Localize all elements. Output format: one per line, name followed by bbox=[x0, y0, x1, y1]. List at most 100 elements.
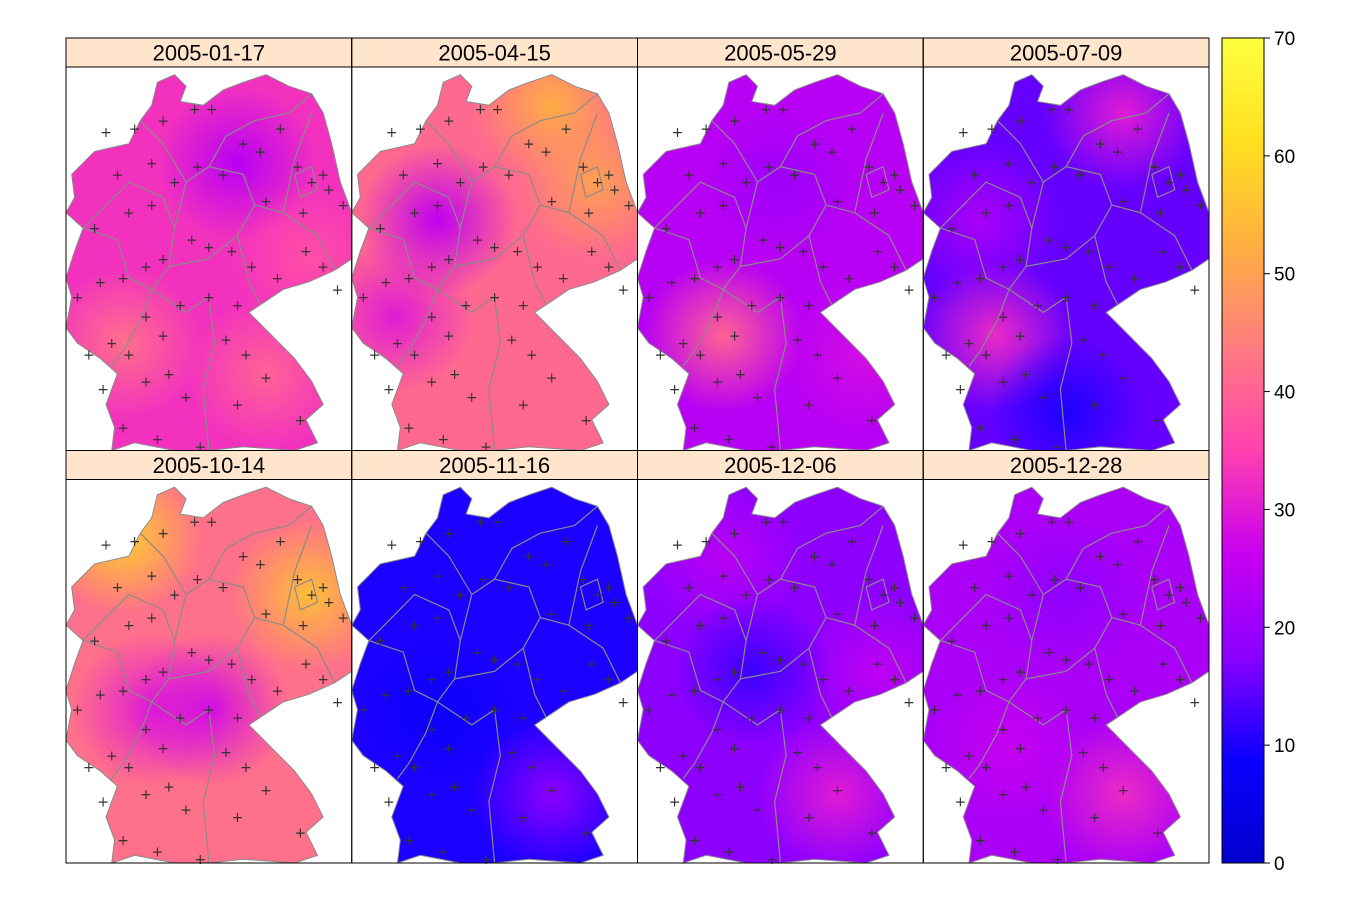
map-panel: + + ++ ++ ++++ +++++++++++++ ++ ++ + +++++++++ + ++… bbox=[922, 450, 1210, 868]
station-marker: + bbox=[532, 259, 544, 275]
station-marker: + bbox=[1063, 515, 1075, 531]
state-border bbox=[740, 166, 827, 267]
state-border bbox=[82, 593, 176, 703]
station-marker: + bbox=[889, 672, 901, 688]
station-marker: + bbox=[232, 810, 244, 826]
station-marker: + bbox=[895, 183, 907, 199]
station-marker: + bbox=[300, 244, 312, 260]
state-border bbox=[522, 648, 547, 718]
station-marker: + bbox=[843, 271, 855, 287]
station-marker: + bbox=[817, 259, 829, 275]
station-marker: + bbox=[449, 367, 461, 383]
station-marker: + bbox=[929, 703, 941, 719]
station-marker: + bbox=[146, 611, 158, 627]
station-marker: + bbox=[1026, 588, 1038, 604]
station-marker: + bbox=[274, 121, 286, 137]
station-marker: + bbox=[140, 309, 152, 325]
station-marker: + bbox=[503, 167, 515, 183]
station-marker: + bbox=[409, 206, 421, 222]
station-marker: + bbox=[489, 240, 501, 256]
station-marker: + bbox=[123, 206, 135, 222]
station-marker: + bbox=[432, 568, 444, 584]
station-marker: + bbox=[232, 397, 244, 413]
station-marker: + bbox=[997, 259, 1009, 275]
station-marker: + bbox=[1097, 760, 1109, 776]
station-marker: + bbox=[803, 397, 815, 413]
station-marker: + bbox=[869, 206, 881, 222]
state-border bbox=[568, 112, 599, 213]
station-marker: + bbox=[89, 634, 101, 650]
station-marker: + bbox=[337, 198, 349, 214]
station-marker: + bbox=[437, 432, 449, 448]
state-border bbox=[825, 617, 907, 684]
station-marker: + bbox=[397, 167, 409, 183]
station-marker: + bbox=[1043, 645, 1055, 661]
station-marker: + bbox=[1089, 397, 1101, 413]
state-border bbox=[579, 578, 604, 611]
station-marker: + bbox=[169, 588, 181, 604]
state-border bbox=[711, 532, 759, 595]
station-marker: + bbox=[1077, 332, 1089, 348]
station-marker: + bbox=[789, 167, 801, 183]
state-border bbox=[151, 288, 216, 451]
station-marker: + bbox=[975, 833, 987, 849]
station-marker: + bbox=[909, 611, 921, 627]
station-marker: + bbox=[832, 194, 844, 210]
state-border bbox=[111, 701, 153, 779]
station-marker: + bbox=[777, 515, 789, 531]
station-marker: + bbox=[240, 348, 252, 364]
map-panel: + + ++ ++ ++++ +++++++++++++ ++ ++ + +++++++++ + ++… bbox=[922, 37, 1210, 456]
station-marker: + bbox=[1015, 741, 1027, 757]
station-marker: + bbox=[712, 374, 724, 390]
station-marker: + bbox=[129, 121, 141, 137]
station-marker: + bbox=[797, 657, 809, 673]
station-marker: + bbox=[83, 348, 95, 364]
state-border bbox=[208, 505, 313, 580]
state-border bbox=[368, 593, 461, 703]
map-panel: + + ++ ++ ++++ +++++++++++++ ++ ++ + +++++++++ + ++… bbox=[351, 37, 638, 456]
station-marker: + bbox=[1095, 549, 1107, 565]
station-marker: + bbox=[654, 348, 666, 364]
state-border bbox=[294, 165, 319, 199]
station-marker: + bbox=[157, 328, 169, 344]
station-marker: + bbox=[397, 580, 409, 596]
state-border bbox=[779, 505, 884, 580]
station-marker: + bbox=[729, 328, 741, 344]
state-border bbox=[1008, 288, 1073, 451]
station-marker: + bbox=[832, 783, 844, 799]
station-marker: + bbox=[683, 167, 695, 183]
station-marker: + bbox=[140, 374, 152, 390]
station-marker: + bbox=[592, 175, 604, 191]
station-marker: + bbox=[946, 634, 958, 650]
station-marker: + bbox=[775, 290, 787, 306]
station-marker: + bbox=[246, 259, 258, 275]
station-marker: + bbox=[203, 240, 215, 256]
station-marker: + bbox=[980, 348, 992, 364]
station-marker: + bbox=[1175, 259, 1187, 275]
panel-title: 2005-12-06 bbox=[724, 453, 837, 478]
state-border bbox=[494, 93, 598, 167]
station-marker: + bbox=[889, 580, 901, 596]
station-marker: + bbox=[1060, 290, 1072, 306]
station-marker: + bbox=[1155, 618, 1167, 634]
station-marker: + bbox=[654, 760, 666, 776]
country-border bbox=[65, 74, 353, 452]
station-marker: + bbox=[1075, 167, 1087, 183]
map-panel: + + ++ ++ ++++ +++++++++++++ ++ ++ + +++++++++ + ++… bbox=[636, 37, 924, 456]
station-marker: + bbox=[643, 290, 655, 306]
station-marker: + bbox=[294, 413, 306, 429]
panel-strip bbox=[351, 450, 638, 480]
station-marker: + bbox=[1015, 328, 1027, 344]
station-marker: + bbox=[232, 298, 244, 314]
state-border bbox=[1025, 578, 1113, 680]
panel-strip bbox=[637, 450, 924, 480]
state-border bbox=[711, 120, 759, 183]
station-marker: + bbox=[217, 580, 229, 596]
station-marker: + bbox=[760, 102, 772, 118]
station-marker: + bbox=[712, 309, 724, 325]
station-marker: + bbox=[1117, 194, 1129, 210]
panel-frame bbox=[922, 450, 1210, 864]
station-marker: + bbox=[89, 221, 101, 237]
station-marker: + bbox=[980, 206, 992, 222]
state-border bbox=[294, 578, 319, 611]
